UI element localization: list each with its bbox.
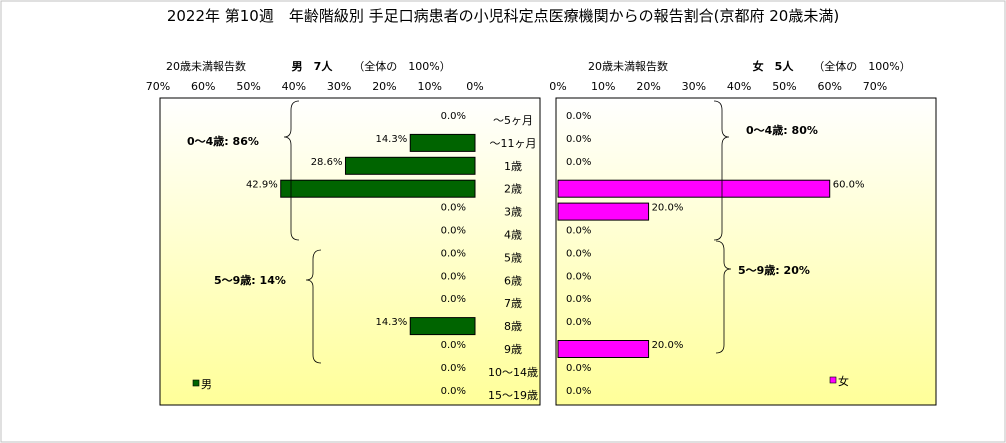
male-bar	[409, 317, 476, 336]
male-bar	[344, 156, 476, 175]
male-tick-label: 40%	[282, 80, 306, 93]
male-value-label: 0.0%	[441, 386, 466, 397]
category-label: 15～19歳	[488, 389, 538, 402]
female-plot-area	[555, 97, 937, 406]
male-value-labels: 0.0% 14.3% 28.6% 42.9% 0.0% 0.0% 0.0% 0.0% 0.0% 1…	[246, 111, 466, 397]
male-value-label: 28.6%	[311, 157, 343, 168]
category-labels: ～5ヶ月 ～11ヶ月 1歳 2歳 3歳 4歳 5歳 6歳 7歳 8歳 9歳 10～14歳 15～19歳	[488, 114, 538, 402]
female-value-label: 0.0%	[566, 363, 591, 374]
male-legend-label: 男	[201, 378, 212, 391]
male-value-label: 0.0%	[441, 203, 466, 214]
male-tick-label: 30%	[327, 80, 351, 93]
male-group-label-0-4: 0～4歳: 86%	[187, 134, 259, 148]
male-group-label-5-9: 5～9歳: 14%	[214, 273, 286, 287]
female-value-label: 20.0%	[652, 340, 684, 351]
category-label: ～11ヶ月	[490, 137, 537, 150]
female-bar	[557, 340, 650, 358]
female-header-total: （全体の 100%）	[813, 59, 910, 73]
male-value-label: 0.0%	[441, 363, 466, 374]
female-bar	[557, 179, 831, 198]
female-value-label: 60.0%	[833, 180, 865, 191]
female-tick-label: 0%	[549, 80, 566, 93]
male-value-label: 0.0%	[441, 271, 466, 282]
female-value-label: 0.0%	[566, 226, 591, 237]
male-value-label: 42.9%	[246, 180, 278, 191]
female-bars	[557, 179, 831, 358]
female-value-label: 20.0%	[652, 203, 684, 214]
male-tick-label: 20%	[372, 80, 396, 93]
male-value-label: 14.3%	[375, 134, 407, 145]
female-value-label: 0.0%	[566, 386, 591, 397]
female-group-brace-5-9	[715, 240, 732, 354]
male-header-count: 男 7人	[292, 59, 334, 73]
female-value-label: 0.0%	[566, 271, 591, 282]
male-tick-label: 0%	[466, 80, 483, 93]
male-bar	[280, 179, 476, 198]
male-tick-label: 10%	[417, 80, 441, 93]
male-bars	[280, 133, 476, 336]
female-value-label: 0.0%	[566, 134, 591, 145]
male-value-label: 0.0%	[441, 294, 466, 305]
female-axis-ticks: 0% 10% 20% 30% 40% 50% 60% 70%	[549, 80, 887, 93]
female-tick-label: 40%	[727, 80, 751, 93]
chart-title: 2022年 第10週 年齢階級別 手足口病患者の小児科定点医療機関からの報告割合…	[167, 7, 839, 25]
male-tick-label: 50%	[236, 80, 260, 93]
female-bar	[557, 202, 650, 221]
male-value-label: 0.0%	[441, 340, 466, 351]
female-tick-label: 70%	[863, 80, 887, 93]
category-label: 9歳	[504, 343, 522, 356]
female-header-count: 女 5人	[753, 59, 795, 73]
category-label: 1歳	[504, 160, 522, 173]
female-value-label: 0.0%	[566, 294, 591, 305]
male-legend-swatch	[192, 379, 200, 387]
male-group-brace-5-9	[305, 249, 322, 364]
female-legend-swatch	[829, 376, 837, 384]
female-value-label: 0.0%	[566, 157, 591, 168]
category-label: 8歳	[504, 320, 522, 333]
male-value-label: 0.0%	[441, 111, 466, 122]
category-label: 4歳	[504, 229, 522, 242]
female-tick-label: 50%	[772, 80, 796, 93]
category-label: 3歳	[504, 206, 522, 219]
female-tick-label: 20%	[636, 80, 660, 93]
female-group-label-5-9: 5～9歳: 20%	[738, 263, 810, 277]
male-value-label: 0.0%	[441, 248, 466, 259]
female-value-label: 0.0%	[566, 111, 591, 122]
female-tick-label: 10%	[591, 80, 615, 93]
male-value-label: 0.0%	[441, 226, 466, 237]
male-header-total: （全体の 100%）	[353, 59, 450, 73]
female-value-label: 0.0%	[566, 317, 591, 328]
male-header-label: 20歳未満報告数	[166, 60, 246, 73]
female-value-label: 0.0%	[566, 248, 591, 259]
male-group-brace-0-4	[283, 100, 300, 241]
category-label: ～5ヶ月	[493, 114, 533, 127]
female-legend-label: 女	[838, 374, 849, 388]
male-tick-label: 60%	[191, 80, 215, 93]
female-tick-label: 60%	[817, 80, 841, 93]
category-label: 6歳	[504, 274, 522, 287]
male-tick-label: 70%	[146, 80, 170, 93]
male-plot-area	[159, 97, 541, 406]
category-label: 10～14歳	[488, 366, 538, 379]
female-tick-label: 30%	[682, 80, 706, 93]
male-bar	[409, 133, 476, 152]
male-value-label: 14.3%	[375, 317, 407, 328]
female-group-label-0-4: 0～4歳: 80%	[746, 123, 818, 137]
category-label: 5歳	[504, 251, 522, 264]
male-axis-ticks: 70% 60% 50% 40% 30% 20% 10% 0%	[146, 80, 484, 93]
category-label: 7歳	[504, 297, 522, 310]
female-header-label: 20歳未満報告数	[588, 60, 668, 73]
category-label: 2歳	[504, 183, 522, 196]
female-value-labels: 0.0% 0.0% 0.0% 60.0% 20.0% 0.0% 0.0% 0.0% 0.0% 0.…	[566, 111, 864, 397]
female-group-brace-0-4	[713, 100, 730, 241]
